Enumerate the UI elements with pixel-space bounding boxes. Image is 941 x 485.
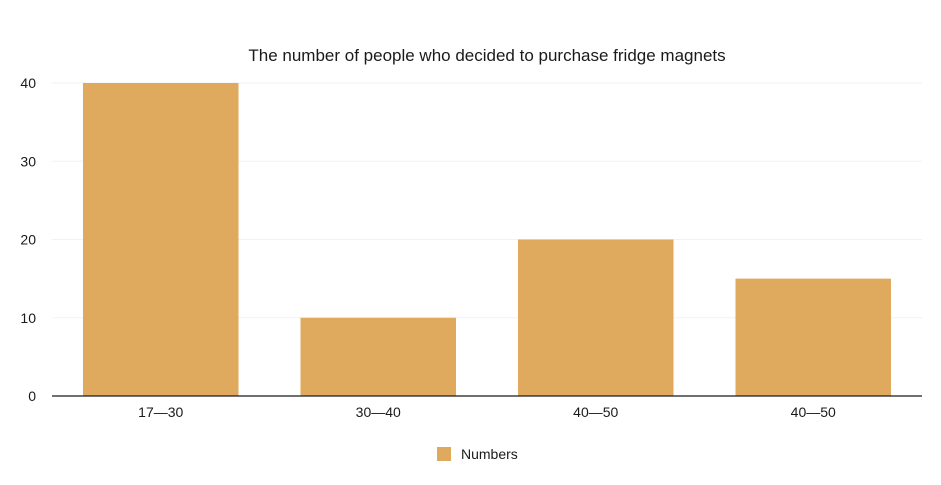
x-axis-ticks: 17—30 30—40 40—50 40—50 (138, 404, 836, 420)
x-tick-label: 40—50 (573, 404, 618, 420)
x-tick-label: 17—30 (138, 404, 183, 420)
bars (82, 83, 892, 396)
legend-swatch (437, 447, 451, 461)
y-tick-label: 0 (28, 388, 36, 404)
y-tick-label: 20 (20, 232, 36, 248)
bar (517, 239, 674, 396)
bar (82, 83, 239, 396)
legend-label: Numbers (461, 446, 518, 462)
bar (735, 278, 892, 396)
bar (300, 317, 457, 396)
chart-title: The number of people who decided to purc… (248, 46, 725, 65)
y-tick-label: 10 (20, 310, 36, 326)
x-tick-label: 40—50 (791, 404, 836, 420)
y-tick-label: 40 (20, 75, 36, 91)
x-tick-label: 30—40 (356, 404, 401, 420)
y-tick-label: 30 (20, 153, 36, 169)
y-axis-ticks: 0 10 20 30 40 (20, 75, 36, 404)
legend: Numbers (437, 446, 518, 462)
